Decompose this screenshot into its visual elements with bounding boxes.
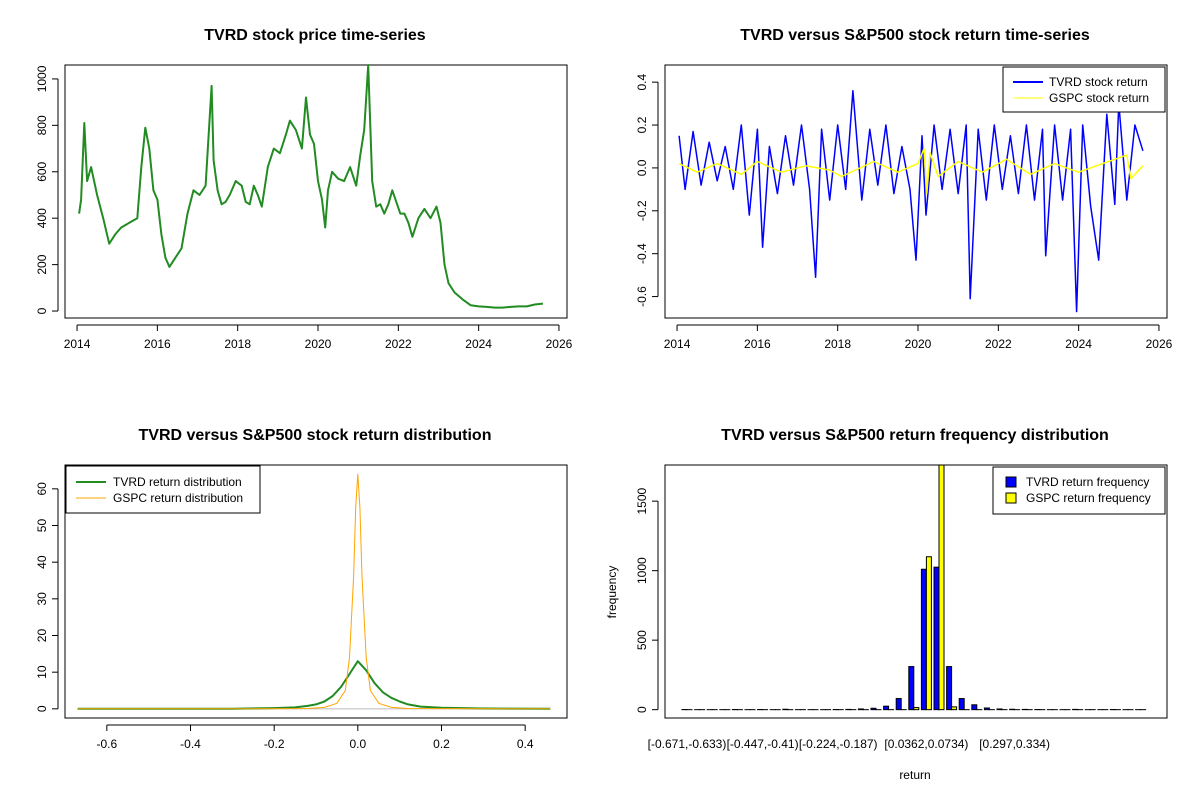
legend-swatch-gspc-freq [1006,493,1016,503]
tvrd-freq-bar [947,667,952,710]
frequency-y-tick-label: 1000 [635,557,649,584]
return-panel: TVRD versus S&P500 stock return time-ser… [635,27,1173,351]
price-x-tick-label: 2026 [546,337,573,351]
tvrd-freq-bar [921,569,926,709]
return-y-tick-label: 0.2 [635,116,649,133]
gspc-freq-bar [952,707,957,710]
frequency-x-tick-label: [-0.671,-0.633) [648,737,727,751]
density-legend: TVRD return distribution GSPC return dis… [66,466,260,513]
return-x-tick-label: 2024 [1065,337,1092,351]
legend-label-gspc-density: GSPC return distribution [113,491,243,505]
price-x-tick-label: 2016 [144,337,171,351]
return-legend: TVRD stock return GSPC stock return [1003,67,1165,112]
frequency-y-tick-label: 0 [635,706,649,713]
price-x-tick-label: 2018 [224,337,251,351]
tvrd-freq-bar [984,708,989,710]
price-y-tick-label: 0 [35,307,49,314]
return-y-tick-label: -0.6 [635,286,649,307]
density-x-tick-label: 0.4 [517,737,534,751]
gspc-freq-bar [926,557,931,710]
density-x-tick-label: 0.0 [349,737,366,751]
tvrd-return-line [679,91,1143,312]
density-y-tick-label: 0 [35,705,49,712]
density-legend-box [66,466,260,513]
return-chart-title: TVRD versus S&P500 stock return time-ser… [740,27,1090,44]
tvrd-density-line [78,661,551,709]
gspc-freq-bar [939,465,944,710]
legend-label-gspc-return: GSPC stock return [1049,91,1149,105]
tvrd-freq-bar [884,706,889,709]
return-x-tick-label: 2014 [664,337,691,351]
return-legend-box [1003,67,1165,112]
density-y-tick-label: 20 [35,629,49,643]
frequency-x-axis-label: return [899,768,930,782]
density-y-tick-label: 50 [35,519,49,533]
price-y-tick-label: 1000 [35,65,49,92]
frequency-chart-title: TVRD versus S&P500 return frequency dist… [721,427,1109,444]
price-line [79,65,543,308]
density-panel: TVRD versus S&P500 stock return distribu… [35,427,567,751]
return-y-tick-label: -0.2 [635,200,649,221]
legend-label-gspc-freq: GSPC return frequency [1026,491,1151,505]
price-y-tick-label: 400 [35,208,49,228]
gspc-return-line [679,149,1143,194]
price-y-tick-label: 800 [35,115,49,135]
frequency-y-tick-label: 500 [635,630,649,650]
density-x-tick-label: -0.2 [264,737,285,751]
tvrd-freq-bar [871,708,876,709]
price-y-tick-label: 200 [35,254,49,274]
tvrd-freq-bar [959,699,964,710]
legend-label-tvrd-freq: TVRD return frequency [1026,475,1149,489]
tvrd-freq-bar [896,699,901,710]
price-panel: TVRD stock price time-series 2014 2016 201… [35,27,573,351]
frequency-panel: TVRD versus S&P500 return frequency dist… [605,427,1167,782]
density-y-tick-label: 30 [35,592,49,606]
tvrd-freq-bar [997,709,1002,710]
return-x-tick-label: 2020 [905,337,932,351]
price-x-tick-label: 2020 [305,337,332,351]
legend-swatch-tvrd-freq [1006,477,1016,487]
tvrd-freq-bar [909,667,914,710]
tvrd-freq-bar [972,705,977,710]
density-chart-title: TVRD versus S&P500 stock return distribu… [139,427,492,444]
density-x-tick-label: 0.2 [433,737,450,751]
return-x-tick-label: 2016 [744,337,771,351]
frequency-y-axis-label: frequency [605,566,619,619]
price-x-tick-label: 2014 [64,337,91,351]
price-y-tick-label: 600 [35,161,49,181]
density-x-tick-label: -0.4 [180,737,201,751]
return-y-tick-label: 0.4 [635,73,649,90]
tvrd-freq-bar [934,567,939,709]
density-y-tick-label: 10 [35,665,49,679]
return-y-tick-label: 0.0 [635,159,649,176]
frequency-y-tick-label: 1500 [635,487,649,514]
price-x-tick-label: 2024 [465,337,492,351]
density-x-tick-label: -0.6 [96,737,117,751]
return-x-tick-label: 2022 [985,337,1012,351]
density-y-tick-label: 60 [35,482,49,496]
frequency-x-tick-label: [-0.224,-0.187) [799,737,878,751]
return-y-tick-label: -0.4 [635,243,649,264]
tvrd-freq-bar [858,709,863,710]
frequency-x-tick-label: [-0.447,-0.41) [727,737,799,751]
return-x-tick-label: 2018 [824,337,851,351]
price-chart-title: TVRD stock price time-series [204,27,426,44]
gspc-freq-bar [914,708,919,710]
density-y-tick-label: 40 [35,555,49,569]
frequency-x-tick-label: [0.0362,0.0734) [884,737,968,751]
legend-label-tvrd-density: TVRD return distribution [113,475,242,489]
price-x-tick-label: 2022 [385,337,412,351]
legend-label-tvrd-return: TVRD stock return [1049,75,1148,89]
frequency-x-tick-label: [0.297,0.334) [979,737,1050,751]
return-x-tick-label: 2026 [1146,337,1173,351]
frequency-legend: TVRD return frequency GSPC return freque… [993,467,1165,514]
